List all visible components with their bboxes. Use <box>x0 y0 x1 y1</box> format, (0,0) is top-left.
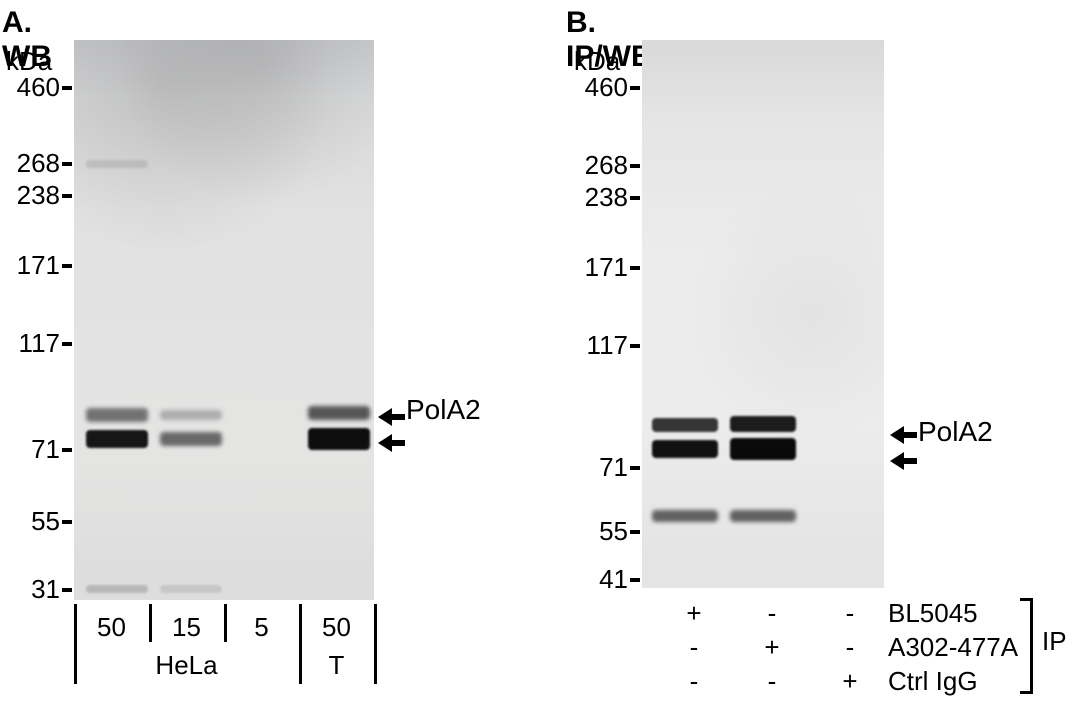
ip-bracket <box>1030 598 1033 694</box>
panel-a-lane-divider <box>374 604 377 684</box>
panel-b-arrow-icon <box>890 426 918 444</box>
panel-a-arrow-icon <box>378 434 406 452</box>
panel-b-mw-tick <box>630 530 640 534</box>
panel-b-mw-label: 171 <box>574 252 628 283</box>
panel-a-blot-noise <box>74 40 374 600</box>
panel-a-mw-tick <box>62 342 72 346</box>
panel-b-mw-tick <box>630 86 640 90</box>
panel-a-mw-tick <box>62 86 72 90</box>
panel-b-blot <box>642 40 884 588</box>
panel-b-mw-label: 55 <box>574 516 628 547</box>
panel-b-mw-label: 268 <box>574 150 628 181</box>
ip-cell: + <box>742 632 802 663</box>
panel-a-faint-band <box>86 160 148 168</box>
ip-label: IP <box>1042 626 1067 657</box>
panel-b-mw-tick <box>630 266 640 270</box>
panel-a-blot <box>74 40 374 600</box>
panel-a-lane-ug: 50 <box>299 612 374 643</box>
panel-a-mw-tick <box>62 162 72 166</box>
ip-cell: - <box>820 598 880 629</box>
panel-a-mw-tick <box>62 520 72 524</box>
ip-cell: + <box>820 666 880 697</box>
ip-cell: - <box>742 598 802 629</box>
panel-a-mw-label: 238 <box>6 180 60 211</box>
panel-a-band <box>308 406 370 420</box>
panel-b-mw-label: 460 <box>574 72 628 103</box>
panel-a-mw-label: 31 <box>6 574 60 605</box>
panel-b-arrow-icon <box>890 452 918 470</box>
ip-cell: - <box>664 632 724 663</box>
panel-a-band <box>86 430 148 448</box>
panel-b-band <box>730 416 796 432</box>
panel-a-mw-label: 171 <box>6 250 60 281</box>
panel-a-band <box>160 410 222 420</box>
panel-a-band <box>160 432 222 446</box>
panel-a-mw-tick <box>62 194 72 198</box>
ip-cell: - <box>820 632 880 663</box>
panel-a-faint-band <box>86 585 148 593</box>
panel-a-arrow-icon <box>378 408 406 426</box>
panel-b-band <box>730 438 796 460</box>
panel-a-faint-band <box>160 585 222 593</box>
panel-a-mw-label: 460 <box>6 72 60 103</box>
ip-antibody-label: Ctrl IgG <box>888 666 978 697</box>
ip-cell: - <box>742 666 802 697</box>
ip-cell: - <box>664 666 724 697</box>
panel-a-mw-tick <box>62 264 72 268</box>
panel-a-mw-label: 268 <box>6 148 60 179</box>
panel-b-band <box>652 418 718 432</box>
panel-a-sample-label: T <box>299 650 374 681</box>
panel-a-mw-tick <box>62 448 72 452</box>
ip-antibody-label: A302-477A <box>888 632 1018 663</box>
panel-a-sample-label: HeLa <box>74 650 299 681</box>
panel-b-protein-label: PolA2 <box>918 416 993 448</box>
panel-b-mw-tick <box>630 164 640 168</box>
panel-b-mw-tick <box>630 578 640 582</box>
panel-b-band <box>652 510 718 522</box>
panel-b-band <box>652 440 718 458</box>
figure-root: A. WB kDa PolA2 B. IP/WB kDa PolA2 IP 46… <box>0 0 1080 709</box>
panel-a-protein-label: PolA2 <box>406 394 481 426</box>
panel-a-lane-ug: 5 <box>224 612 299 643</box>
panel-a-mw-label: 117 <box>6 328 60 359</box>
ip-cell: + <box>664 598 724 629</box>
panel-a-mw-label: 71 <box>6 434 60 465</box>
panel-b-mw-label: 71 <box>574 452 628 483</box>
panel-b-mw-label: 238 <box>574 182 628 213</box>
panel-b-mw-label: 117 <box>574 330 628 361</box>
panel-b-band <box>730 510 796 522</box>
panel-a-band <box>308 428 370 450</box>
ip-antibody-label: BL5045 <box>888 598 978 629</box>
panel-b-mw-tick <box>630 196 640 200</box>
panel-a-band <box>86 408 148 422</box>
panel-a-lane-ug: 50 <box>74 612 149 643</box>
panel-b-blot-noise <box>642 40 884 588</box>
panel-a-mw-label: 55 <box>6 506 60 537</box>
panel-b-mw-tick <box>630 466 640 470</box>
panel-a-lane-ug: 15 <box>149 612 224 643</box>
panel-a-mw-tick <box>62 588 72 592</box>
panel-b-mw-tick <box>630 344 640 348</box>
panel-b-mw-label: 41 <box>574 564 628 595</box>
